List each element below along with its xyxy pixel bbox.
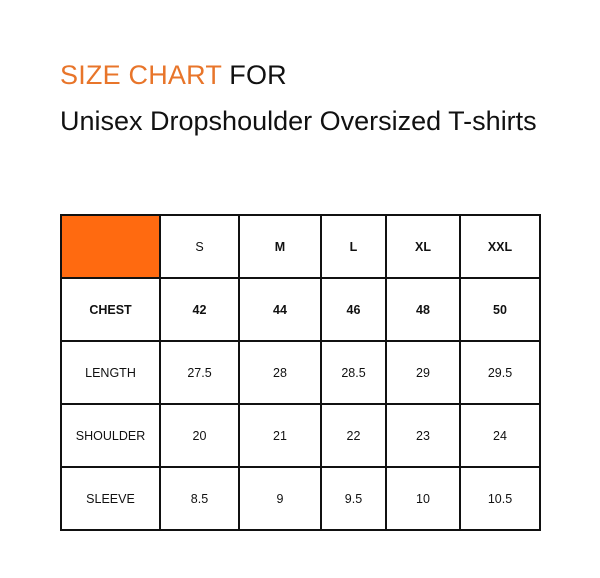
table-cell: 20: [159, 403, 240, 468]
table-row: SHOULDER 20 21 22 23 24: [60, 403, 541, 468]
table-cell: 46: [320, 277, 387, 342]
corner-cell: [60, 214, 161, 279]
table-cell: 29: [385, 340, 461, 405]
row-label: SLEEVE: [60, 466, 161, 531]
table-cell: 28: [238, 340, 322, 405]
table-cell: 29.5: [459, 340, 541, 405]
size-header: XL: [385, 214, 461, 279]
table-cell: 9: [238, 466, 322, 531]
table-cell: 23: [385, 403, 461, 468]
size-header: S: [159, 214, 240, 279]
table-cell: 28.5: [320, 340, 387, 405]
page-subtitle: Unisex Dropshoulder Oversized T-shirts: [60, 106, 537, 136]
table-cell: 24: [459, 403, 541, 468]
table-cell: 48: [385, 277, 461, 342]
page-title: SIZE CHART FOR: [60, 60, 287, 91]
table-cell: 44: [238, 277, 322, 342]
title-rest: FOR: [221, 60, 287, 90]
size-chart-table: S M L XL XXL CHEST 42 44 46 48 50 LENGTH 27.5 28 28.5 2…: [60, 214, 541, 531]
title-highlight: SIZE CHART: [60, 60, 222, 90]
table-cell: 50: [459, 277, 541, 342]
table-cell: 21: [238, 403, 322, 468]
row-label: LENGTH: [60, 340, 161, 405]
table-cell: 10.5: [459, 466, 541, 531]
table-cell: 27.5: [159, 340, 240, 405]
table-cell: 10: [385, 466, 461, 531]
table-row: CHEST 42 44 46 48 50: [60, 277, 541, 342]
table-row: LENGTH 27.5 28 28.5 29 29.5: [60, 340, 541, 405]
table-cell: 22: [320, 403, 387, 468]
size-header: XXL: [459, 214, 541, 279]
table-cell: 9.5: [320, 466, 387, 531]
row-label: SHOULDER: [60, 403, 161, 468]
size-header: M: [238, 214, 322, 279]
size-header: L: [320, 214, 387, 279]
header-row: S M L XL XXL: [60, 214, 541, 279]
row-label: CHEST: [60, 277, 161, 342]
table-cell: 8.5: [159, 466, 240, 531]
table-row: SLEEVE 8.5 9 9.5 10 10.5: [60, 466, 541, 531]
table-cell: 42: [159, 277, 240, 342]
